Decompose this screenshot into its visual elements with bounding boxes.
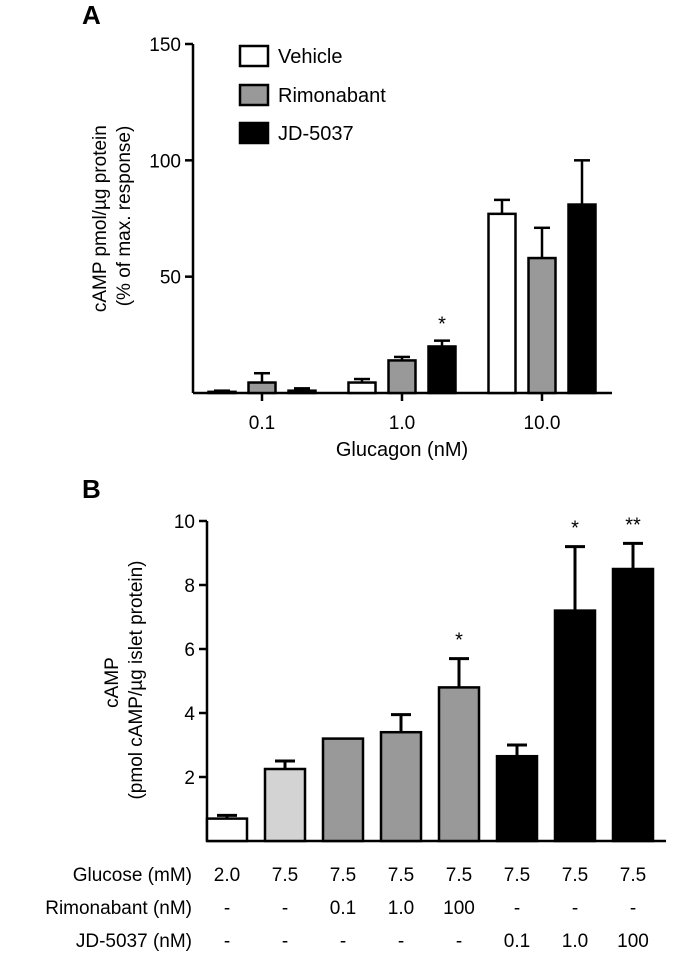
panel-a-y-tick-label: 50 bbox=[160, 268, 181, 289]
panel-b-condition-value: 2.0 bbox=[214, 865, 240, 886]
panel-a-bar bbox=[427, 345, 457, 395]
panel-b-condition-value: 7.5 bbox=[388, 865, 414, 886]
panel-b-condition-value: 1.0 bbox=[562, 931, 588, 952]
panel-b-y-tick-label: 8 bbox=[184, 576, 195, 597]
panel-b-condition-value: - bbox=[630, 898, 636, 919]
panel-b-significance-marker: * bbox=[455, 630, 463, 652]
panel-a-y-tick-label: 150 bbox=[149, 35, 181, 56]
panel-a-xlabel: Glucagon (nM) bbox=[336, 439, 468, 461]
panel-b-condition-value: 7.5 bbox=[330, 865, 356, 886]
panel-b-condition-value: - bbox=[282, 898, 288, 919]
panel-b-y-tick-label: 2 bbox=[184, 768, 195, 789]
panel-a-x-tick-label: 10.0 bbox=[524, 413, 561, 434]
panel-b-condition-value: 100 bbox=[443, 898, 475, 919]
panel-a-legend-swatch bbox=[238, 44, 270, 68]
panel-a-legend-label: JD-5037 bbox=[278, 123, 354, 145]
panel-b-condition-value: - bbox=[456, 931, 462, 952]
panel-b-y-tick-label: 4 bbox=[184, 704, 195, 725]
panel-b-condition-value: - bbox=[282, 931, 288, 952]
panel-a-bar bbox=[567, 203, 597, 395]
panel-a-significance-marker: * bbox=[438, 314, 446, 336]
panel-a-x-tick-label: 0.1 bbox=[249, 413, 275, 434]
panel-a-legend-swatch bbox=[238, 83, 270, 107]
panel-a-legend-label: Rimonabant bbox=[278, 85, 386, 107]
panel-b-condition-value: 0.1 bbox=[504, 931, 530, 952]
panel-b-significance-marker: ** bbox=[625, 514, 641, 536]
panel-a-legend-label: Vehicle bbox=[278, 46, 343, 68]
panel-b-ylabel-line2: (pmol cAMP/µg islet protein) bbox=[126, 560, 147, 799]
panel-b-condition-value: 1.0 bbox=[388, 898, 414, 919]
panel-b-bar bbox=[611, 567, 655, 843]
panel-a-bar bbox=[207, 390, 237, 395]
panel-b-bar bbox=[379, 730, 423, 843]
panel-a-ylabel-line1: cAMP pmol/µg protein bbox=[90, 125, 111, 312]
panel-a-legend-swatch bbox=[238, 121, 270, 145]
panel-b-condition-value: - bbox=[340, 931, 346, 952]
panel-b-condition-row-label: Rimonabant (nM) bbox=[45, 898, 192, 919]
panel-a-bar bbox=[387, 359, 417, 395]
panel-a-ylabel: cAMP pmol/µg protein (% of max. response… bbox=[90, 120, 135, 312]
panel-b-condition-value: 7.5 bbox=[504, 865, 530, 886]
panel-b-bar bbox=[553, 609, 597, 843]
panel-b-condition-value: 100 bbox=[617, 931, 649, 952]
panel-b-condition-value: 7.5 bbox=[562, 865, 588, 886]
panel-b-condition-value: - bbox=[398, 931, 404, 952]
panel-b-bar bbox=[495, 754, 539, 843]
panel-a-bar bbox=[487, 212, 517, 395]
panel-b-significance-marker: * bbox=[571, 518, 579, 540]
panel-b-bar bbox=[205, 817, 249, 843]
panel-b-condition-value: 0.1 bbox=[330, 898, 356, 919]
panel-b-condition-value: 7.5 bbox=[272, 865, 298, 886]
panel-b-condition-value: - bbox=[224, 931, 230, 952]
panel-a-y-tick-label: 100 bbox=[149, 151, 181, 172]
panel-b-bar bbox=[437, 686, 481, 843]
panel-b-bar bbox=[321, 737, 365, 843]
panel-b-bar bbox=[263, 767, 307, 843]
panel-b-label: B bbox=[82, 474, 101, 504]
panel-b-y-tick-label: 6 bbox=[184, 640, 195, 661]
panel-b-condition-value: 7.5 bbox=[620, 865, 646, 886]
panel-a-x-tick-label: 1.0 bbox=[389, 413, 415, 434]
panel-b-condition-value: 7.5 bbox=[446, 865, 472, 886]
panel-a-bar bbox=[527, 256, 557, 395]
panel-b-condition-value: - bbox=[572, 898, 578, 919]
panel-b-condition-row-label: Glucose (mM) bbox=[73, 865, 192, 886]
panel-a-bar bbox=[287, 389, 317, 395]
panel-a-ylabel-line2: (% of max. response) bbox=[114, 126, 135, 307]
panel-a-bar bbox=[247, 381, 277, 395]
panel-a-plot: 50 100 150 0.1 1.0 10.0 * Vehicle Rimonabant JD-5… bbox=[149, 35, 612, 434]
panel-b-ylabel: cAMP (pmol cAMP/µg islet protein) bbox=[102, 560, 147, 799]
panel-b-condition-row-label: JD-5037 (nM) bbox=[76, 931, 192, 952]
panel-b-ylabel-line1: cAMP bbox=[102, 657, 123, 707]
panel-b-condition-value: - bbox=[514, 898, 520, 919]
panel-b-condition-value: - bbox=[224, 898, 230, 919]
panel-b-y-tick-label: 10 bbox=[174, 512, 195, 533]
panel-a-bar bbox=[347, 381, 377, 395]
panel-a-label: A bbox=[82, 0, 101, 30]
